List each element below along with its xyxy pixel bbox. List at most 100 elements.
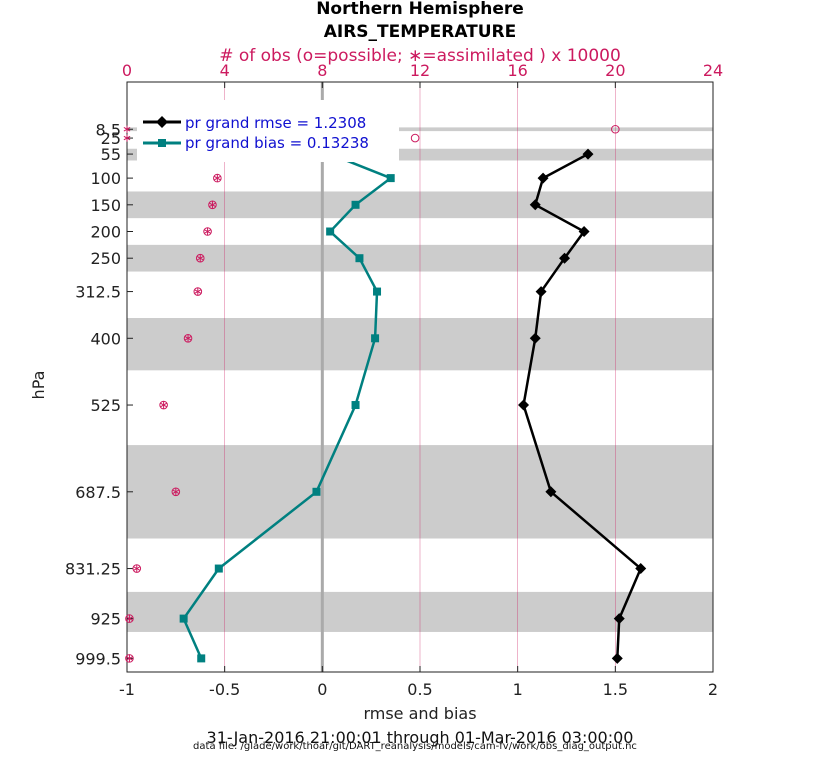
obs-possible-point (203, 227, 212, 236)
y-tick-label-4: 150 (90, 196, 121, 215)
date-range: 31-Jan-2016 21:00:01 through 01-Mar-2016… (207, 728, 634, 747)
obs-possible-point (193, 287, 203, 296)
asterisk-stroke (160, 402, 167, 408)
asterisk-stroke (126, 656, 133, 661)
x-tick-label-5: 1.5 (603, 680, 628, 699)
asterisk-stroke (133, 566, 141, 571)
y-tick-label-7: 312.5 (75, 283, 121, 302)
bias-point (371, 334, 380, 343)
legend-rmse-marker (156, 116, 168, 128)
series-layer (179, 148, 647, 664)
legend: pr grand rmse = 1.2308 pr grand bias = 0… (137, 100, 399, 162)
bias-point (373, 287, 382, 296)
obs-assimilated-point (126, 654, 133, 662)
rmse-point (578, 226, 590, 238)
top-tick-label-6: 24 (703, 61, 723, 80)
obs-assimilated-point (209, 201, 216, 209)
series-line-0 (522, 152, 643, 659)
asterisk-stroke (123, 127, 131, 132)
bias-point (197, 654, 206, 663)
rmse-point (529, 332, 541, 344)
rmse-point (611, 652, 623, 664)
top-tick-label-0: 0 (122, 61, 132, 80)
top-tick-label-2: 8 (317, 61, 327, 80)
y-tick-label-8: 400 (90, 329, 121, 348)
bias-point (351, 200, 360, 209)
obs-assimilated-point (172, 488, 180, 496)
obs-assimilated-point (194, 287, 202, 296)
rmse-point (613, 613, 625, 625)
y-tick-label-9: 525 (90, 396, 121, 415)
bias-point (179, 614, 188, 623)
bias-point (355, 254, 364, 263)
rmse-point (559, 252, 571, 264)
y-tick-label-0: 8.5 (96, 120, 121, 139)
axis-ticks: -1 -0.5 0 0.5 1 1.5 20 4 8 12 16 20 248.525551001502… (65, 61, 723, 699)
obs-possible-point (132, 564, 142, 573)
bias-point (351, 401, 360, 410)
rmse-point (635, 563, 647, 575)
series-line-1 (182, 152, 394, 659)
asterisk-stroke (204, 229, 211, 234)
bias-point (326, 227, 335, 236)
asterisk-stroke (209, 202, 216, 208)
obs-possible-point (125, 654, 134, 663)
obs-assimilated-point (123, 125, 131, 133)
x-tick-label-1: -0.5 (209, 680, 240, 699)
x-tick-label-4: 1 (513, 680, 523, 699)
rmse-point (529, 199, 541, 211)
obs-possible-point (171, 487, 181, 497)
obs-assimilated-point (213, 174, 221, 182)
obs-possible-point (125, 614, 134, 623)
x-tick-label-6: 2 (708, 680, 718, 699)
asterisk-stroke (194, 289, 202, 294)
y-tick-label-10: 687.5 (75, 483, 121, 502)
y-tick-label-11: 831.25 (65, 560, 121, 579)
y-axis-label: hPa (29, 371, 48, 400)
y-tick-label-13: 999.5 (75, 649, 121, 668)
x-axis-label: rmse and bias (363, 704, 476, 723)
rmse-point (582, 148, 594, 160)
x-tick-label-0: -1 (119, 680, 135, 699)
top-tick-label-1: 4 (220, 61, 230, 80)
obs-possible-point (183, 333, 193, 343)
y-tick-label-1: 25 (101, 129, 121, 148)
obs-assimilated-point (204, 227, 211, 236)
top-axis-label: # of obs (o=possible; ∗=assimilated ) x … (219, 46, 621, 66)
asterisk-stroke (123, 135, 131, 141)
bias-point (386, 174, 395, 183)
top-tick-label-5: 20 (605, 61, 625, 80)
x-tick-label-3: 0.5 (407, 680, 432, 699)
legend-box (137, 100, 399, 162)
y-tick-label-6: 250 (90, 249, 121, 268)
chart-title-line1: Northern Hemisphere (316, 0, 524, 19)
legend-rmse-label: pr grand rmse = 1.2308 (185, 114, 366, 132)
obs-assimilated-point (133, 564, 141, 573)
rmse-point (535, 286, 547, 298)
obs-assimilated-point (160, 401, 167, 409)
obs-assimilated-point (184, 334, 192, 342)
asterisk-stroke (172, 489, 180, 495)
obs-assimilated-point (126, 615, 133, 623)
asterisk-stroke (213, 175, 221, 181)
obs-assimilated-point (196, 254, 204, 262)
asterisk-stroke (126, 616, 133, 621)
y-tick-label-5: 200 (90, 223, 121, 242)
bias-point (214, 564, 223, 573)
data-file: data file: /glade/work/thoar/git/DART_re… (193, 741, 637, 752)
asterisk-stroke (196, 255, 204, 261)
y-tick-label-3: 100 (90, 169, 121, 188)
obs-possible-point (611, 124, 620, 134)
obs-possible-point (410, 133, 420, 143)
obs-assimilated-point (123, 134, 131, 142)
obs-possible-point (195, 253, 205, 263)
x-tick-label-2: 0 (317, 680, 327, 699)
asterisk-stroke (184, 336, 192, 341)
top-tick-label-3: 12 (410, 61, 430, 80)
obs-possible-point (213, 173, 222, 183)
obs-layer (123, 124, 620, 663)
obs-possible-point (208, 200, 217, 210)
top-tick-label-4: 16 (507, 61, 527, 80)
obs-possible-point (159, 400, 168, 410)
